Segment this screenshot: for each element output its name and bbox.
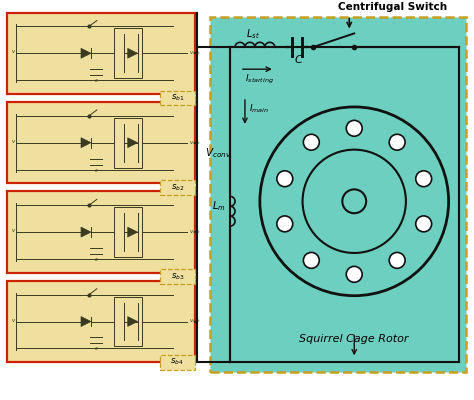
FancyBboxPatch shape bbox=[7, 102, 195, 184]
Text: $v_{out}$: $v_{out}$ bbox=[189, 228, 201, 236]
Text: s$_{b4}$: s$_{b4}$ bbox=[171, 357, 184, 368]
Polygon shape bbox=[128, 48, 137, 58]
Text: v: v bbox=[12, 139, 15, 144]
FancyBboxPatch shape bbox=[160, 269, 195, 284]
Text: c: c bbox=[94, 346, 98, 351]
Text: I$_{main}$: I$_{main}$ bbox=[249, 103, 269, 115]
FancyBboxPatch shape bbox=[7, 281, 195, 362]
Text: v: v bbox=[12, 318, 15, 322]
FancyBboxPatch shape bbox=[210, 16, 466, 372]
Text: V$_{conv}$: V$_{conv}$ bbox=[205, 146, 232, 160]
Circle shape bbox=[346, 120, 362, 136]
Polygon shape bbox=[81, 316, 91, 326]
FancyBboxPatch shape bbox=[114, 207, 142, 257]
Polygon shape bbox=[81, 48, 91, 58]
FancyBboxPatch shape bbox=[114, 118, 142, 168]
Circle shape bbox=[389, 252, 405, 268]
FancyBboxPatch shape bbox=[114, 28, 142, 78]
Polygon shape bbox=[128, 138, 137, 148]
FancyBboxPatch shape bbox=[7, 12, 195, 94]
Circle shape bbox=[416, 216, 432, 232]
Text: c: c bbox=[94, 257, 98, 262]
FancyBboxPatch shape bbox=[160, 90, 195, 106]
FancyBboxPatch shape bbox=[7, 191, 195, 273]
Circle shape bbox=[303, 252, 319, 268]
Polygon shape bbox=[81, 227, 91, 237]
Text: s$_{b2}$: s$_{b2}$ bbox=[171, 182, 184, 193]
Text: $v_{out}$: $v_{out}$ bbox=[189, 139, 201, 147]
Text: I$_{starting}$: I$_{starting}$ bbox=[245, 72, 274, 86]
Text: L$_{st}$: L$_{st}$ bbox=[246, 27, 260, 41]
Text: s$_{b3}$: s$_{b3}$ bbox=[171, 272, 184, 282]
Text: C: C bbox=[295, 55, 302, 65]
Circle shape bbox=[277, 216, 293, 232]
FancyBboxPatch shape bbox=[160, 180, 195, 195]
Polygon shape bbox=[81, 138, 91, 148]
FancyBboxPatch shape bbox=[160, 355, 195, 370]
Text: s$_{b1}$: s$_{b1}$ bbox=[171, 93, 184, 103]
Text: v: v bbox=[12, 49, 15, 54]
Text: L$_{m}$: L$_{m}$ bbox=[212, 199, 226, 213]
Text: $v_{out}$: $v_{out}$ bbox=[189, 318, 201, 326]
Polygon shape bbox=[128, 227, 137, 237]
Text: $v_{out}$: $v_{out}$ bbox=[189, 49, 201, 57]
Text: v: v bbox=[12, 228, 15, 233]
Text: c: c bbox=[94, 78, 98, 83]
Circle shape bbox=[303, 134, 319, 150]
FancyBboxPatch shape bbox=[114, 297, 142, 346]
Circle shape bbox=[346, 266, 362, 282]
Circle shape bbox=[389, 134, 405, 150]
Circle shape bbox=[277, 171, 293, 187]
Text: Squirrel Cage Rotor: Squirrel Cage Rotor bbox=[300, 334, 409, 344]
Text: c: c bbox=[94, 168, 98, 172]
Text: Centrifugal Switch: Centrifugal Switch bbox=[338, 2, 447, 12]
Polygon shape bbox=[128, 316, 137, 326]
Circle shape bbox=[416, 171, 432, 187]
